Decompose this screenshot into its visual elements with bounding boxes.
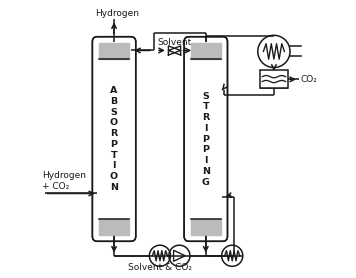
Text: A
B
S
O
R
P
T
I
O
N: A B S O R P T I O N (110, 86, 118, 192)
Bar (260, 70, 288, 88)
Text: Hydrogen
+ CO₂: Hydrogen + CO₂ (42, 171, 86, 191)
FancyBboxPatch shape (92, 37, 136, 241)
Text: Solvent & CO₂: Solvent & CO₂ (128, 263, 192, 272)
Text: Hydrogen: Hydrogen (95, 9, 139, 18)
Text: Solvent: Solvent (157, 38, 192, 47)
FancyBboxPatch shape (184, 37, 227, 241)
Text: S
T
R
I
P
P
I
N
G: S T R I P P I N G (202, 91, 210, 187)
Text: CO₂: CO₂ (300, 75, 317, 84)
